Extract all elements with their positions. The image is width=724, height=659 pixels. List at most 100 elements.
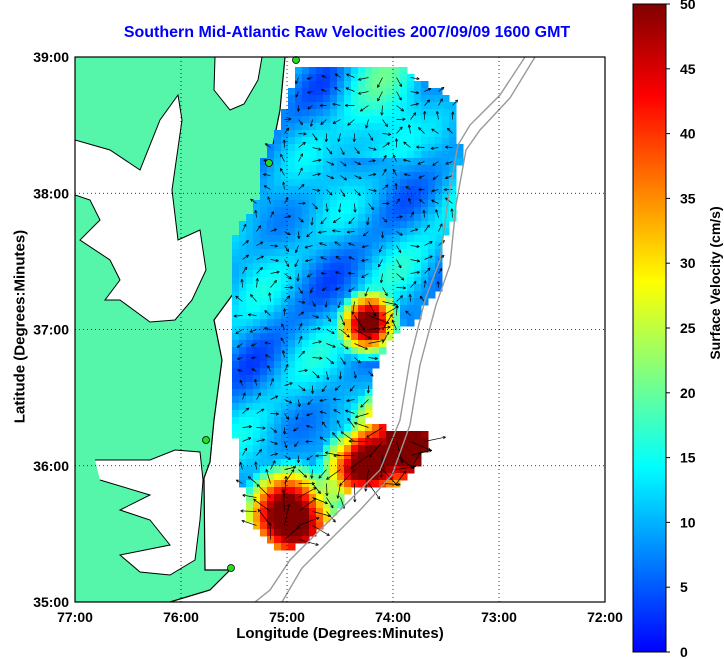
velocity-cell: [337, 228, 345, 236]
velocity-vector-head: [332, 397, 336, 401]
velocity-cell: [323, 417, 331, 425]
velocity-vector: [417, 161, 425, 165]
velocity-vector: [312, 159, 322, 162]
velocity-vector: [263, 173, 271, 176]
velocity-cell: [288, 193, 296, 201]
velocity-cell: [435, 179, 443, 187]
velocity-cell: [337, 249, 345, 257]
velocity-vector: [382, 301, 397, 306]
velocity-vector-head: [235, 479, 240, 483]
velocity-vector-head: [356, 150, 360, 155]
velocity-cell: [274, 501, 282, 509]
velocity-vector: [368, 315, 390, 324]
velocity-cell: [295, 179, 303, 187]
velocity-vector-head: [330, 360, 334, 365]
velocity-cell: [246, 445, 254, 453]
velocity-cell: [295, 249, 303, 257]
velocity-cell: [379, 193, 387, 201]
velocity-vector: [318, 469, 327, 479]
velocity-cell: [351, 347, 359, 355]
velocity-cell: [246, 284, 254, 292]
velocity-cell: [393, 95, 401, 103]
velocity-cell: [309, 151, 317, 159]
velocity-vector-head: [368, 454, 373, 458]
velocity-cell: [351, 319, 359, 327]
velocity-cell: [379, 333, 387, 341]
velocity-vector: [321, 385, 327, 392]
velocity-cell: [421, 193, 429, 201]
velocity-vector: [240, 510, 257, 512]
velocity-cell: [428, 284, 436, 292]
velocity-cell: [365, 137, 373, 145]
velocity-cell: [330, 109, 338, 117]
velocity-cell: [246, 256, 254, 264]
velocity-vector-head: [262, 426, 266, 430]
velocity-vector: [298, 350, 305, 358]
velocity-cell: [246, 396, 254, 404]
velocity-cell: [309, 228, 317, 236]
velocity-cell: [246, 305, 254, 313]
velocity-cell: [330, 144, 338, 152]
velocity-cell: [393, 207, 401, 215]
velocity-cell: [400, 445, 408, 453]
velocity-vector-head: [352, 138, 356, 142]
velocity-cell: [344, 291, 352, 299]
velocity-cell: [260, 298, 268, 306]
velocity-cell: [407, 466, 415, 474]
velocity-vector: [264, 342, 271, 344]
velocity-vector-head: [373, 147, 377, 151]
velocity-cell: [435, 158, 443, 166]
velocity-vector-head: [244, 266, 248, 271]
velocity-cell: [302, 172, 310, 180]
velocity-cell: [281, 172, 289, 180]
velocity-cell: [351, 67, 359, 75]
velocity-vector-head: [319, 103, 323, 108]
velocity-vector: [267, 365, 271, 372]
velocity-vector-head: [386, 142, 390, 146]
velocity-cell: [316, 319, 324, 327]
velocity-vector: [251, 368, 257, 372]
velocity-vector-head: [247, 437, 252, 441]
velocity-cell: [372, 438, 380, 446]
velocity-vector: [405, 186, 411, 190]
velocity-vector: [418, 175, 425, 179]
velocity-cell: [379, 438, 387, 446]
velocity-vector-head: [405, 310, 409, 314]
velocity-cell: [288, 424, 296, 432]
velocity-cell: [309, 424, 317, 432]
velocity-cell: [239, 361, 247, 369]
velocity-cell: [260, 473, 268, 481]
velocity-cell: [330, 95, 338, 103]
velocity-cell: [281, 312, 289, 320]
velocity-cell: [323, 375, 331, 383]
velocity-cell: [274, 284, 282, 292]
velocity-vector-head: [377, 84, 381, 88]
velocity-cell: [393, 179, 401, 187]
velocity-vector-head: [316, 374, 320, 379]
velocity-vector: [354, 175, 362, 179]
velocity-vector-head: [348, 242, 352, 246]
velocity-cell: [260, 284, 268, 292]
velocity-cell: [337, 333, 345, 341]
velocity-cell: [330, 487, 338, 495]
velocity-vector: [298, 119, 303, 125]
velocity-cell: [358, 382, 366, 390]
velocity-cell: [267, 144, 275, 152]
velocity-vector: [263, 185, 271, 190]
velocity-cell: [295, 67, 303, 75]
velocity-vector-head: [251, 368, 255, 372]
velocity-cell: [337, 473, 345, 481]
velocity-cell: [330, 340, 338, 348]
velocity-vector: [312, 327, 321, 330]
velocity-cell: [288, 263, 296, 271]
velocity-cell: [295, 445, 303, 453]
velocity-cell: [351, 123, 359, 131]
velocity-cell: [400, 137, 408, 145]
velocity-vector: [361, 273, 369, 278]
velocity-cell: [421, 179, 429, 187]
velocity-cell: [309, 67, 317, 75]
velocity-vector: [396, 77, 403, 87]
velocity-cell: [316, 361, 324, 369]
velocity-cell: [386, 319, 394, 327]
velocity-cell: [330, 361, 338, 369]
